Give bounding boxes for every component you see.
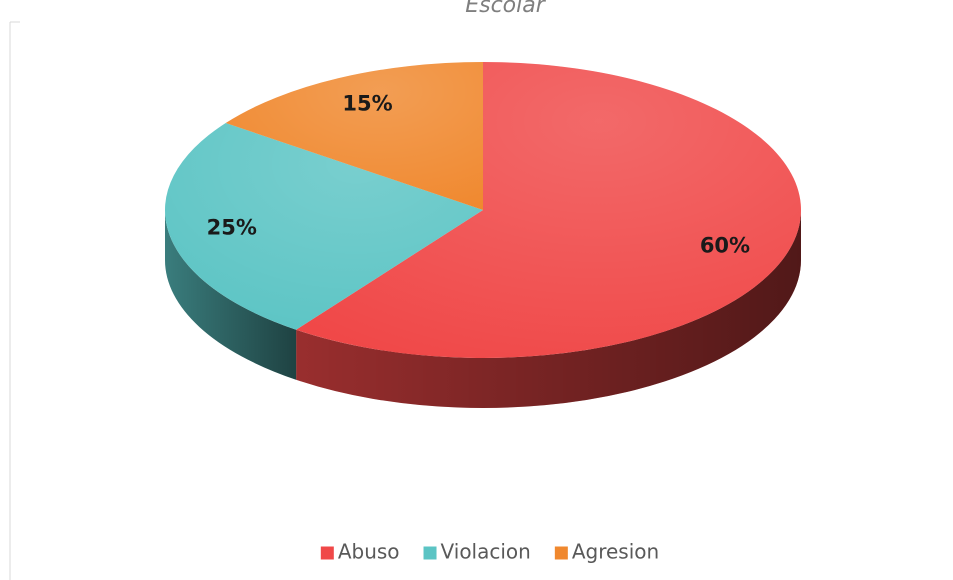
slice-side-shade: [165, 210, 297, 380]
slice-side-shade: [296, 210, 801, 408]
pie: 60% 25% 15%: [164, 62, 801, 408]
legend: Abuso Violacion Agresion: [320, 540, 659, 564]
legend-swatch: [423, 546, 437, 560]
legend-swatch: [554, 546, 568, 560]
legend-label: Agresion: [572, 540, 659, 564]
slice-shine: [225, 62, 483, 210]
chart-title: Escolar: [465, 0, 547, 18]
slice-shine: [296, 62, 801, 359]
data-label: 60%: [700, 234, 750, 258]
data-label: 15%: [342, 92, 392, 116]
legend-label: Abuso: [338, 540, 400, 564]
legend-swatch: [320, 546, 334, 560]
slice-shine: [164, 123, 483, 330]
data-label: 25%: [207, 216, 257, 240]
legend-label: Violacion: [441, 540, 531, 564]
